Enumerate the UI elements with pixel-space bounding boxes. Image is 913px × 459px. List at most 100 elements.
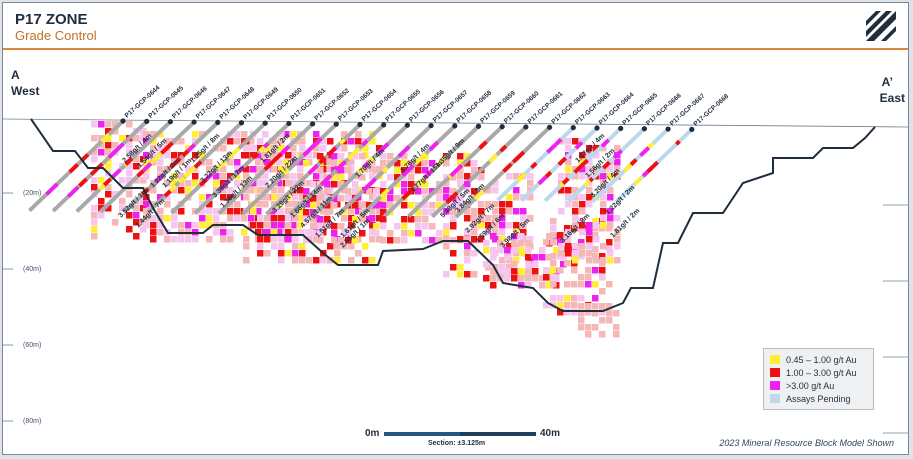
model-block (606, 303, 613, 310)
model-block (565, 166, 572, 173)
model-block (285, 201, 292, 208)
model-block (387, 195, 394, 202)
model-block (600, 201, 607, 208)
grade-segment (103, 133, 111, 140)
model-block (278, 131, 285, 138)
grade-segment (140, 163, 151, 174)
model-block (297, 215, 304, 222)
model-block (98, 198, 105, 205)
model-block (513, 194, 520, 201)
model-block (220, 236, 227, 243)
model-block (234, 201, 241, 208)
collar-marker (404, 122, 410, 128)
model-block (213, 229, 220, 236)
model-block (492, 229, 499, 236)
model-block (331, 202, 338, 209)
model-block (483, 275, 490, 282)
model-block (290, 222, 297, 229)
model-block (607, 194, 614, 201)
model-block (564, 302, 571, 309)
model-block (520, 215, 527, 222)
model-block (327, 222, 334, 229)
grade-segment (379, 188, 390, 199)
model-block (394, 237, 401, 244)
model-block (599, 331, 606, 338)
model-block (257, 180, 264, 187)
model-block (485, 187, 492, 194)
model-block (320, 173, 327, 180)
model-block (401, 237, 408, 244)
model-block (112, 121, 119, 128)
grade-segment (98, 183, 106, 192)
model-block (348, 243, 355, 250)
model-block (143, 173, 150, 180)
model-block (331, 237, 338, 244)
model-block (299, 229, 306, 236)
model-block (443, 229, 450, 236)
model-block (599, 253, 606, 260)
model-block (578, 295, 585, 302)
model-block (572, 222, 579, 229)
model-block (91, 149, 98, 156)
grade-segment (546, 143, 557, 154)
model-block (164, 236, 171, 243)
model-block (206, 222, 213, 229)
model-block (579, 229, 586, 236)
model-block (126, 191, 133, 198)
model-block (278, 250, 285, 257)
model-block (606, 239, 613, 246)
model-block (571, 302, 578, 309)
model-block (450, 208, 457, 215)
model-block (422, 181, 429, 188)
model-block (586, 173, 593, 180)
model-block (171, 215, 178, 222)
model-block (317, 216, 324, 223)
model-block (234, 159, 241, 166)
model-block (506, 243, 513, 250)
west-label: West (11, 84, 39, 98)
model-block (157, 194, 164, 201)
model-block (436, 230, 443, 237)
model-block (369, 222, 376, 229)
model-block (299, 145, 306, 152)
collar-marker (452, 123, 458, 129)
model-block (185, 166, 192, 173)
model-block (464, 208, 471, 215)
model-block (126, 177, 133, 184)
model-block (585, 309, 592, 316)
model-block (408, 202, 415, 209)
model-block (513, 208, 520, 215)
model-block (150, 138, 157, 145)
grade-segment (557, 156, 568, 166)
model-block (133, 233, 140, 240)
collar-marker (333, 121, 339, 127)
model-block (310, 181, 317, 188)
model-block (593, 257, 600, 264)
grade-segment (216, 159, 228, 171)
model-block (320, 257, 327, 264)
model-block (415, 209, 422, 216)
collar-marker (428, 122, 434, 129)
model-block (422, 237, 429, 244)
model-block (525, 240, 532, 247)
model-block (565, 250, 572, 257)
model-block (579, 194, 586, 201)
grade-segment (323, 176, 330, 183)
model-block (366, 216, 373, 223)
grade-segment (181, 149, 190, 158)
model-block (373, 202, 380, 209)
model-block (271, 243, 278, 250)
legend-label: >3.00 g/t Au (786, 380, 835, 391)
model-block (345, 160, 352, 167)
model-block (376, 215, 383, 222)
model-block (105, 163, 112, 170)
model-block (401, 223, 408, 230)
collar-marker (547, 124, 553, 130)
model-block (572, 243, 579, 250)
model-block (592, 246, 599, 253)
model-block (341, 215, 348, 222)
model-block (511, 275, 518, 282)
model-block (401, 230, 408, 237)
model-block (492, 187, 499, 194)
model-block (243, 166, 250, 173)
